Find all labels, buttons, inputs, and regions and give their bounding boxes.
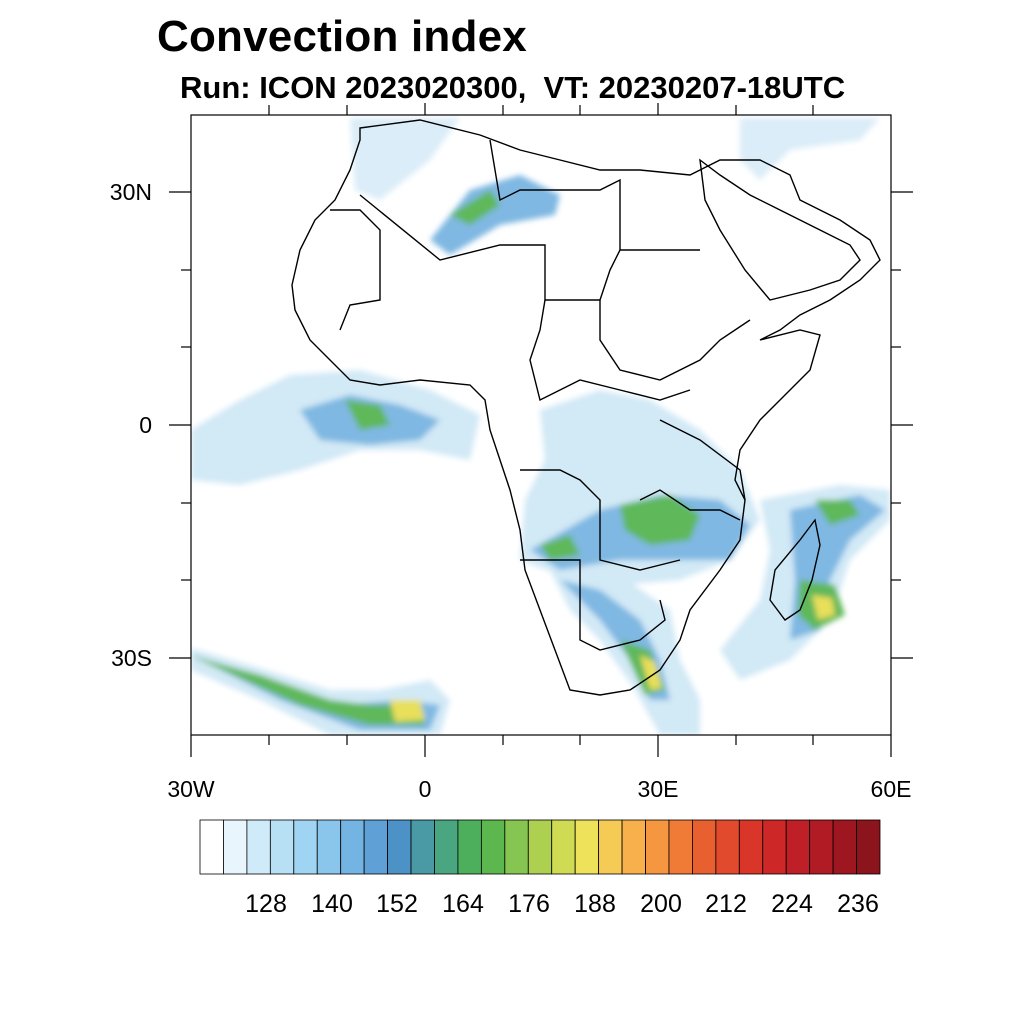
field-green	[450, 190, 500, 225]
lat-label: 30S	[111, 645, 152, 671]
colorbar-box	[738, 819, 764, 875]
colorbar-box	[480, 819, 506, 875]
colorbar-box	[785, 819, 811, 875]
colorbar	[199, 819, 881, 875]
field-yellow	[640, 655, 662, 690]
colorbar-label: 140	[311, 890, 353, 918]
country-border	[489, 139, 621, 250]
colorbar-box	[598, 819, 623, 875]
colorbar-box	[856, 819, 881, 875]
field-green	[191, 656, 425, 725]
field-blue	[430, 175, 560, 255]
lat-label: 30N	[110, 179, 152, 205]
field-green	[620, 495, 700, 545]
lon-label: 30E	[638, 776, 679, 802]
colorbar-box	[269, 819, 295, 875]
colorbar-label: 236	[837, 890, 879, 918]
colorbar-box	[762, 819, 787, 875]
country-border	[520, 559, 666, 651]
country-border	[529, 299, 691, 402]
coastlines	[291, 119, 881, 696]
colorbar-box	[809, 819, 834, 875]
field-yellow	[812, 595, 835, 620]
colorbar-label: 212	[705, 890, 747, 918]
country-border	[639, 489, 741, 521]
tick-marks	[169, 103, 913, 757]
africa-coastline	[291, 119, 881, 696]
colorbar-box	[363, 819, 388, 875]
field-green	[345, 400, 390, 430]
colorbar-label: 200	[640, 890, 682, 918]
colorbar-box	[340, 819, 365, 875]
lon-label: 0	[419, 776, 432, 802]
colorbar-box	[551, 819, 576, 875]
lon-label: 30W	[167, 776, 215, 802]
colorbar-box	[692, 819, 717, 875]
country-border	[520, 469, 681, 571]
colorbar-box	[246, 819, 271, 875]
field-green	[815, 500, 860, 525]
colorbar-box	[668, 819, 693, 875]
axis-labels: 30W 0 30E 60E 30N 0 30S	[110, 179, 912, 802]
colorbar-label: 188	[574, 890, 616, 918]
field-light	[350, 118, 460, 200]
colorbar-box	[293, 819, 318, 875]
colorbar-box	[410, 819, 435, 875]
country-border	[330, 209, 381, 331]
colorbar-box	[316, 819, 342, 875]
colorbar-box	[457, 819, 482, 875]
colorbar-label: 164	[442, 890, 484, 918]
colorbar-box	[504, 819, 529, 875]
colorbar-label: 224	[771, 890, 813, 918]
colorbar-box	[715, 819, 740, 875]
colorbar-label: 176	[508, 890, 550, 918]
colorbar-box	[387, 819, 412, 875]
madagascar-coastline	[769, 518, 821, 621]
colorbar-labels: 128 140 152 164 176 188 200 212 224 236	[245, 890, 879, 918]
colorbar-box	[574, 819, 600, 875]
colorbar-box	[434, 819, 459, 875]
colorbar-box	[645, 819, 670, 875]
field-green	[540, 535, 580, 560]
colorbar-label: 152	[376, 890, 418, 918]
map-frame	[169, 103, 913, 757]
chart-title: Convection index	[157, 12, 527, 61]
colorbar-box	[199, 819, 224, 875]
field-light	[740, 118, 880, 180]
colorbar-box	[527, 819, 553, 875]
lat-label: 0	[139, 412, 152, 438]
chart-subtitle: Run: ICON 2023020300, VT: 20230207-18UTC	[180, 70, 846, 105]
field-yellow	[390, 700, 425, 722]
colorbar-box	[621, 819, 646, 875]
colorbar-box	[223, 819, 248, 875]
colorbar-label: 128	[245, 890, 287, 918]
colorbar-box	[832, 819, 857, 875]
convection-field	[191, 118, 890, 735]
country-border	[659, 419, 746, 501]
country-border	[599, 300, 751, 381]
lon-label: 60E	[871, 776, 912, 802]
arabian-coastline	[699, 158, 861, 301]
